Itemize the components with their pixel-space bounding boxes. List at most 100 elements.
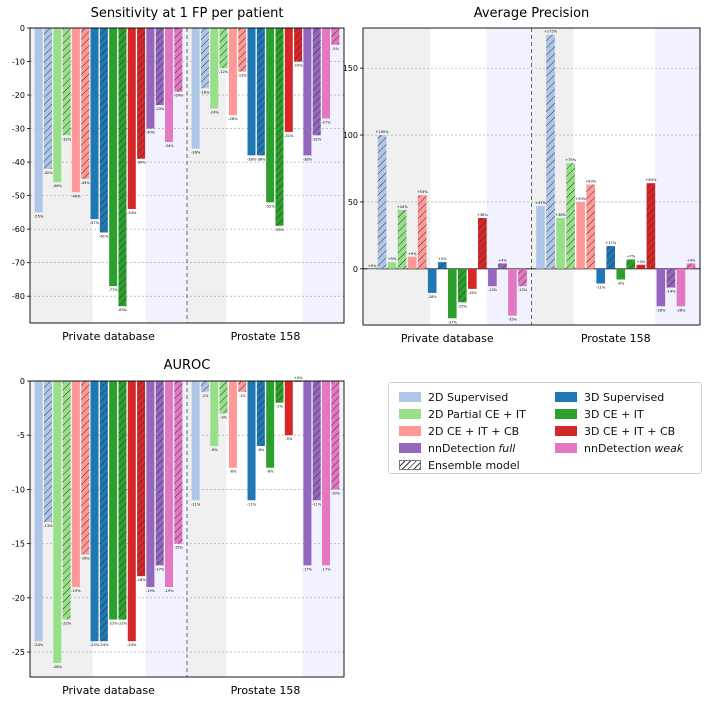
chart-panel-2: 0 -5 -10 -15 -20 -25 -24% -13% -26% -22% -19% -16% -… — [12, 358, 345, 697]
bar-value-label: -24% — [90, 643, 100, 647]
bar-hatch-0-5 — [81, 28, 90, 179]
bar-hatch-1-13 — [666, 268, 676, 288]
bar-value-label: -17% — [155, 567, 165, 571]
bar-value-label: -45% — [81, 181, 91, 185]
bar-1-14 — [322, 381, 331, 566]
bar-hatch-1-5 — [238, 28, 247, 72]
chart-title: Average Precision — [474, 6, 590, 21]
bar-hatch-0-3 — [62, 28, 71, 136]
legend-label: 2D Partial CE + IT — [428, 407, 526, 421]
bar-hatch-0-9 — [118, 381, 127, 620]
bar-hatch-0-1 — [377, 135, 387, 269]
bar-value-label: -61% — [99, 234, 109, 238]
category-label: Prostate 158 — [231, 684, 301, 697]
bar-value-label: -34% — [164, 144, 174, 148]
bar-1-6 — [596, 268, 606, 284]
bar-value-label: -13% — [518, 288, 528, 292]
legend-swatch — [399, 443, 421, 453]
bar-value-label: -18% — [200, 90, 210, 94]
y-tick-label: -15 — [12, 540, 25, 549]
bar-value-label: -3% — [220, 416, 228, 420]
chart-title: Sensitivity at 1 FP per patient — [91, 6, 284, 21]
bar-hatch-0-5 — [81, 381, 90, 555]
y-tick-label: -30 — [12, 125, 25, 134]
legend-swatch — [555, 392, 577, 402]
legend-item-6: 3D CE + IT — [555, 407, 644, 421]
bar-value-label: -11% — [596, 286, 606, 290]
bar-value-label: -27% — [321, 121, 331, 125]
bar-value-label: +3% — [636, 260, 645, 264]
bar-value-label: -18% — [428, 295, 438, 299]
bar-value-label: -38% — [247, 157, 257, 161]
y-tick-label: 0 — [353, 265, 358, 274]
bar-value-label: -24% — [99, 643, 109, 647]
category-label: Private database — [401, 332, 494, 345]
bar-value-label: +55% — [417, 190, 429, 194]
bar-value-label: -83% — [118, 308, 128, 312]
legend-label: nnDetection — [428, 441, 496, 455]
category-label: Prostate 158 — [231, 330, 301, 343]
y-tick-label: 50 — [348, 198, 358, 207]
category-label: Prostate 158 — [581, 332, 651, 345]
bar-0-6 — [90, 381, 99, 642]
bar-hatch-0-11 — [137, 381, 146, 577]
bar-value-label: -1% — [201, 394, 209, 398]
bar-0-8 — [109, 381, 118, 620]
bar-hatch-1-13 — [312, 28, 321, 136]
bar-hatch-1-11 — [646, 183, 656, 269]
axes-frame — [29, 27, 345, 324]
bar-value-label: -11% — [247, 502, 257, 506]
bar-value-label: -13% — [238, 74, 248, 78]
bar-value-label: -22% — [109, 622, 119, 626]
bar-value-label: -13% — [488, 288, 498, 292]
bar-value-label: -2% — [276, 405, 284, 409]
bar-value-label: -1% — [239, 394, 247, 398]
bar-value-label: +38% — [477, 213, 489, 217]
legend-swatch — [555, 443, 577, 453]
y-tick-label: -80 — [12, 292, 25, 301]
bar-value-label: -38% — [303, 157, 313, 161]
legend-label: 2D CE + IT + CB — [428, 424, 520, 438]
bar-value-label: +0% — [368, 264, 377, 268]
legend-label-italic: full — [498, 441, 516, 455]
bar-0-12 — [146, 28, 155, 129]
bar-value-label: -36% — [191, 151, 201, 155]
bar-hatch-1-13 — [312, 381, 321, 501]
bar-value-label: -11% — [312, 502, 322, 506]
bar-value-label: +5% — [388, 257, 397, 261]
bar-value-label: -77% — [109, 288, 119, 292]
bar-value-label: +0% — [294, 376, 303, 380]
bar-0-2 — [53, 28, 62, 183]
bar-value-label: -6% — [211, 448, 219, 452]
axes-frame — [29, 380, 345, 678]
bar-value-label: +4% — [498, 258, 507, 262]
bar-1-0 — [191, 28, 200, 149]
bar-value-label: -38% — [256, 157, 266, 161]
y-tick-label: 150 — [343, 64, 358, 73]
bar-value-label: -13% — [43, 524, 53, 528]
y-tick-label: -10 — [12, 485, 25, 494]
bar-value-label: -30% — [146, 131, 156, 135]
bar-hatch-0-9 — [118, 28, 127, 307]
bar-hatch-1-15 — [331, 381, 340, 490]
bar-hatch-0-7 — [99, 381, 108, 642]
y-tick-label: -60 — [12, 225, 25, 234]
bar-value-label: -46% — [53, 184, 63, 188]
bar-hatch-0-1 — [43, 28, 52, 169]
category-label: Private database — [62, 330, 155, 343]
legend-swatch — [399, 460, 421, 470]
bar-value-label: -32% — [312, 137, 322, 141]
bar-value-label: -28% — [676, 308, 686, 312]
bar-value-label: +100% — [375, 130, 389, 134]
legend-swatch — [555, 409, 577, 419]
bar-value-label: -59% — [275, 228, 285, 232]
y-tick-label: -25 — [12, 648, 25, 657]
bar-hatch-0-11 — [137, 28, 146, 159]
bar-hatch-0-15 — [518, 268, 527, 287]
bar-1-10 — [284, 28, 293, 132]
legend-label-italic: weak — [654, 441, 684, 455]
bar-0-10 — [127, 28, 136, 210]
bar-value-label: +64% — [645, 178, 657, 182]
bar-value-label: -5% — [285, 437, 293, 441]
